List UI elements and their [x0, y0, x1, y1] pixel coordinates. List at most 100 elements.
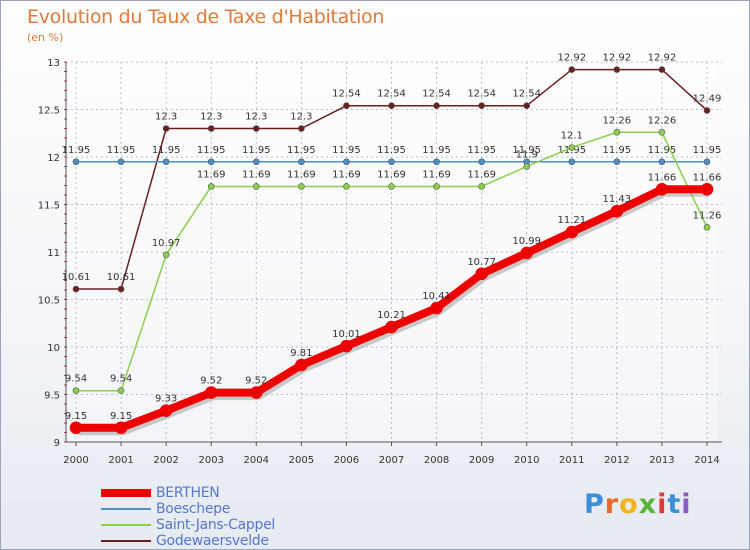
data-point-boeschepe	[298, 158, 305, 166]
data-point-saint-jans-cappel	[72, 387, 80, 395]
data-point-godewaersvelde	[298, 125, 305, 132]
data-point-saint-jans-cappel	[703, 224, 711, 231]
data-point-saint-jans-cappel	[478, 183, 485, 190]
data-label-boeschepe: 11.95	[422, 145, 451, 156]
y-tick-label: 11.5	[38, 201, 60, 212]
data-point-godewaersvelde	[207, 125, 215, 132]
data-label-berthen: 10.41	[422, 291, 451, 302]
data-label-berthen: 9.15	[110, 411, 132, 422]
proxiti-logo: Proxiti	[584, 489, 692, 520]
data-point-saint-jans-cappel	[388, 183, 395, 190]
data-point-godewaersvelde	[72, 285, 80, 293]
x-tick-label: 2007	[379, 455, 404, 466]
data-label-saint-jans-cappel: 11.69	[197, 169, 226, 180]
y-tick-label: 11	[47, 248, 60, 259]
legend-swatch-godewaersvelde	[101, 540, 151, 542]
data-point-boeschepe	[72, 158, 80, 166]
data-point-berthen	[249, 386, 263, 399]
data-label-saint-jans-cappel: 12.26	[603, 115, 632, 126]
data-label-boeschepe: 11.95	[197, 145, 226, 156]
data-point-saint-jans-cappel	[207, 183, 215, 190]
data-label-berthen: 9.15	[65, 411, 87, 422]
x-tick-label: 2004	[244, 455, 269, 466]
data-label-berthen: 10.99	[512, 236, 541, 247]
data-point-berthen	[114, 421, 128, 435]
x-tick-label: 2011	[559, 455, 584, 466]
data-point-godewaersvelde	[343, 102, 350, 109]
data-point-godewaersvelde	[162, 125, 170, 132]
data-point-saint-jans-cappel	[613, 129, 621, 136]
chart-unit-label: (en %)	[27, 31, 64, 44]
data-label-saint-jans-cappel: 10.97	[152, 238, 181, 249]
data-point-godewaersvelde	[703, 107, 711, 114]
legend-swatch-berthen	[101, 489, 151, 497]
logo-letter: t	[667, 489, 682, 520]
data-point-boeschepe	[162, 158, 170, 166]
data-label-godewaersvelde: 12.92	[557, 53, 586, 64]
x-tick-label: 2009	[469, 455, 494, 466]
data-point-godewaersvelde	[388, 102, 395, 109]
x-tick-label: 2010	[514, 455, 539, 466]
data-label-godewaersvelde: 10.61	[62, 272, 91, 283]
data-label-berthen: 9.81	[290, 348, 312, 359]
data-label-boeschepe: 11.95	[242, 145, 271, 156]
x-tick-label: 2012	[604, 455, 629, 466]
data-point-berthen	[475, 267, 488, 281]
data-point-boeschepe	[478, 158, 485, 166]
data-point-godewaersvelde	[658, 66, 666, 73]
data-label-godewaersvelde: 10.61	[107, 272, 136, 283]
data-label-boeschepe: 11.95	[603, 145, 632, 156]
data-label-berthen: 9.52	[245, 376, 267, 387]
data-point-boeschepe	[343, 158, 350, 166]
data-point-boeschepe	[658, 158, 666, 166]
chart-title: Evolution du Taux de Taxe d'Habitation	[27, 6, 385, 28]
data-label-godewaersvelde: 12.54	[332, 89, 361, 100]
data-point-godewaersvelde	[433, 102, 440, 109]
x-tick-label: 2006	[334, 455, 359, 466]
data-point-boeschepe	[117, 158, 125, 166]
data-label-saint-jans-cappel: 9.54	[65, 374, 87, 385]
data-point-boeschepe	[568, 158, 576, 166]
data-label-saint-jans-cappel: 11.69	[242, 169, 271, 180]
data-point-boeschepe	[252, 158, 260, 166]
data-point-berthen	[655, 183, 669, 196]
data-label-boeschepe: 11.95	[648, 145, 677, 156]
data-label-godewaersvelde: 12.92	[648, 53, 677, 64]
data-label-godewaersvelde: 12.54	[467, 89, 496, 100]
data-point-godewaersvelde	[613, 66, 621, 73]
legend-label-saint-jans-cappel: Saint-Jans-Cappel	[156, 517, 276, 533]
legend-label-boeschepe: Boeschepe	[156, 501, 231, 517]
data-label-berthen: 10.77	[467, 257, 496, 268]
data-point-saint-jans-cappel	[298, 183, 305, 190]
data-label-berthen: 9.33	[155, 394, 177, 405]
data-label-boeschepe: 11.95	[62, 145, 91, 156]
data-point-saint-jans-cappel	[523, 163, 531, 170]
data-label-godewaersvelde: 12.49	[693, 93, 722, 104]
x-tick-label: 2008	[424, 455, 449, 466]
data-point-godewaersvelde	[523, 102, 531, 109]
data-label-saint-jans-cappel: 11.69	[467, 169, 496, 180]
y-tick-label: 9	[54, 438, 60, 449]
data-label-berthen: 10.01	[332, 329, 361, 340]
data-label-godewaersvelde: 12.3	[200, 112, 222, 123]
data-point-saint-jans-cappel	[117, 387, 125, 395]
data-label-boeschepe: 11.95	[377, 145, 406, 156]
data-label-berthen: 10.21	[377, 310, 406, 321]
data-label-saint-jans-cappel: 12.26	[648, 115, 677, 126]
logo-letter: o	[619, 489, 639, 520]
data-point-saint-jans-cappel	[568, 144, 576, 151]
data-label-saint-jans-cappel: 11.69	[377, 169, 406, 180]
data-label-saint-jans-cappel: 11.69	[422, 169, 451, 180]
data-point-boeschepe	[703, 158, 711, 166]
y-tick-label: 10.5	[38, 296, 60, 307]
data-point-berthen	[69, 421, 83, 435]
data-point-godewaersvelde	[252, 125, 260, 132]
data-point-godewaersvelde	[117, 285, 125, 293]
data-point-saint-jans-cappel	[343, 183, 350, 190]
data-point-boeschepe	[207, 158, 215, 166]
logo-letter: i	[657, 489, 668, 520]
data-point-saint-jans-cappel	[658, 129, 666, 136]
data-label-godewaersvelde: 12.3	[290, 112, 312, 123]
logo-letter: i	[681, 489, 692, 520]
